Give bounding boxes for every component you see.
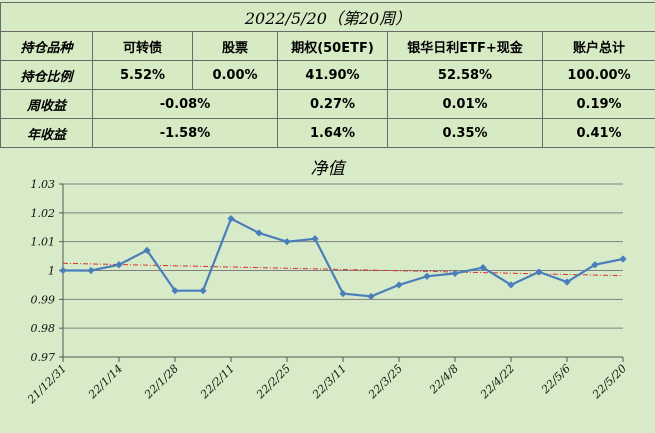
y-tick-label-3: 1 <box>48 265 55 278</box>
y-tick-label-1: 0.98 <box>31 322 56 335</box>
x-tick-label-0: 21/12/31 <box>24 362 69 407</box>
allocation-account-total: 100.00% <box>541 60 655 90</box>
data-point-1 <box>87 266 95 275</box>
y-tick-label-5: 1.02 <box>31 207 56 220</box>
weekly-return-account-total: 0.19% <box>541 89 655 119</box>
data-point-0 <box>59 266 67 275</box>
allocation-stocks: 0.00% <box>192 60 278 90</box>
y-tick-label-2: 0.99 <box>31 293 56 306</box>
data-point-14 <box>451 269 459 277</box>
x-tick-label-8: 22/4/22 <box>477 362 517 402</box>
header-etf-cash: 银华日利ETF+现金 <box>387 31 543 61</box>
data-point-7 <box>255 229 263 237</box>
data-point-18 <box>563 278 571 286</box>
allocation-options: 41.90% <box>277 60 388 90</box>
data-point-5 <box>199 287 207 295</box>
data-point-16 <box>507 281 515 289</box>
header-account-total: 账户总计 <box>541 31 655 61</box>
annual-return-bond-stock: -1.58% <box>92 118 278 148</box>
data-point-3 <box>143 246 151 254</box>
annual-return-options: 1.64% <box>277 118 388 148</box>
header-options: 期权(50ETF) <box>277 31 388 61</box>
x-tick-label-9: 22/5/6 <box>538 362 573 397</box>
x-tick-label-3: 22/2/11 <box>197 362 237 402</box>
y-tick-label-6: 1.03 <box>31 178 56 191</box>
annual-return-etf-cash: 0.35% <box>387 118 543 148</box>
data-point-2 <box>115 261 123 269</box>
x-tick-label-10: 22/5/20 <box>589 362 629 402</box>
series-line <box>63 217 624 298</box>
data-point-10 <box>339 289 347 298</box>
x-axis-ticks: 21/12/31 22/1/14 22/1/28 22/2/11 22/2/25 22/3… <box>24 357 629 407</box>
row-label-allocation: 持仓比例 <box>0 60 93 90</box>
x-tick-label-1: 22/1/14 <box>85 362 125 402</box>
chart-gridlines <box>63 183 623 358</box>
allocation-convertible-bond: 5.52% <box>92 60 193 90</box>
x-tick-label-6: 22/3/25 <box>365 362 405 402</box>
y-tick-label-0: 0.97 <box>31 351 56 364</box>
data-point-13 <box>423 272 431 280</box>
data-point-15 <box>479 264 487 272</box>
y-tick-label-4: 1.01 <box>31 236 56 249</box>
data-point-8 <box>283 238 291 246</box>
data-point-19 <box>591 261 599 269</box>
series-net-value <box>59 215 627 301</box>
row-label-annual-return: 年收益 <box>0 118 93 148</box>
chart-title: 净值 <box>310 159 345 179</box>
data-point-11 <box>367 292 375 301</box>
summary-table: 2022/5/20（第20周） 持仓品种 可转债 股票 期权(50ETF) 银华… <box>0 2 655 148</box>
data-point-4 <box>171 287 179 295</box>
x-tick-label-7: 22/4/8 <box>426 362 461 397</box>
x-tick-label-5: 22/3/11 <box>309 362 349 402</box>
weekly-return-bond-stock: -0.08% <box>92 89 278 119</box>
data-point-20 <box>619 255 627 263</box>
x-tick-label-2: 22/1/28 <box>141 362 181 402</box>
x-tick-label-4: 22/2/25 <box>253 362 293 402</box>
annual-return-account-total: 0.41% <box>541 118 655 148</box>
data-point-12 <box>395 281 403 289</box>
y-axis-ticks: 0.97 0.98 0.99 1 1.01 1.02 1.03 <box>31 178 63 364</box>
data-point-9 <box>311 235 319 243</box>
row-label-weekly-return: 周收益 <box>0 89 93 119</box>
summary-title: 2022/5/20（第20周） <box>0 2 655 32</box>
data-point-17 <box>535 268 543 276</box>
data-point-6 <box>227 215 235 223</box>
